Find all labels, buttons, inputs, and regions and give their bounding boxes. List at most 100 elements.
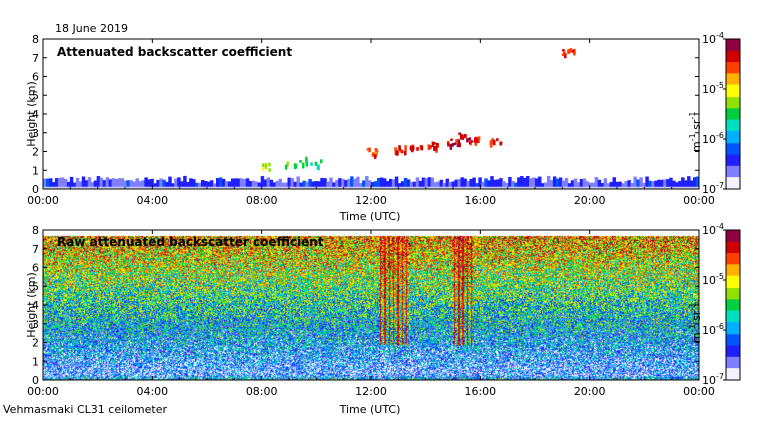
surface-layer-column [687, 176, 691, 189]
colorbar-segment [726, 273, 740, 276]
x-tick-label: 20:00 [574, 385, 606, 398]
backscatter-cell [496, 138, 499, 142]
colorbar-segment [726, 177, 740, 180]
colorbar-segment [726, 290, 740, 292]
colorbar-segment [726, 60, 740, 63]
colorbar-segment [726, 361, 740, 364]
surface-layer-column [174, 178, 178, 189]
surface-layer-column [132, 181, 136, 189]
surface-layer-column [63, 179, 68, 189]
colorbar-segment [726, 65, 740, 68]
surface-layer-column [281, 182, 286, 189]
x-tick-label: 00:00 [683, 194, 715, 207]
surface-layer-column [362, 180, 366, 189]
colorbar-segment [726, 110, 740, 113]
colorbar-segment [726, 338, 740, 341]
surface-layer-column [535, 178, 539, 189]
colorbar-segment [726, 182, 740, 185]
surface-layer-column [588, 182, 593, 189]
surface-layer-column [549, 180, 554, 189]
colorbar-segment [726, 308, 740, 311]
surface-layer-column [454, 179, 458, 189]
surface-layer-column [129, 180, 133, 189]
colorbar-segment [726, 147, 740, 150]
surface-layer-column [317, 181, 321, 189]
backscatter-cell [284, 164, 288, 170]
backscatter-cell [435, 142, 439, 148]
colorbar-segment [726, 67, 740, 70]
backscatter-cell [458, 142, 461, 148]
colorbar-segment [726, 246, 740, 249]
aerosol-patch [299, 156, 309, 169]
backscatter-cell [562, 48, 565, 52]
surface-layer-column [156, 180, 160, 189]
colorbar-segment [726, 286, 740, 289]
surface-layer-column [412, 181, 417, 189]
backscatter-cell [451, 143, 455, 147]
surface-layer-column [201, 179, 205, 189]
x-tick-label: 00:00 [683, 385, 715, 398]
cloud-patch [427, 141, 440, 153]
colorbar-segment [726, 237, 740, 240]
colorbar-segment [726, 154, 740, 156]
colorbar-segment [726, 87, 740, 90]
surface-layer-column [472, 177, 476, 189]
surface-layer-column [54, 178, 59, 189]
colorbar-segment [726, 345, 740, 347]
backscatter-cell [403, 150, 407, 156]
colorbar-segment [726, 52, 740, 55]
surface-layer-column [269, 179, 274, 189]
colorbar-segment [726, 231, 740, 234]
surface-layer-column [233, 178, 238, 189]
backscatter-cell [477, 136, 481, 141]
instrument-label: Vehmasmaki CL31 ceilometer [3, 403, 168, 416]
surface-layer-column [117, 178, 122, 189]
colorbar-tick-label: 10-7 [702, 372, 724, 387]
colorbar-segment [726, 268, 740, 271]
backscatter-cell [434, 145, 438, 151]
surface-layer-column [215, 178, 220, 189]
backscatter-cell [368, 147, 371, 153]
surface-layer-column [248, 180, 253, 189]
surface-layer-column [508, 176, 512, 189]
backscatter-cell [456, 141, 460, 148]
backscatter-cell [474, 140, 478, 146]
cloud-patch [409, 144, 424, 153]
colorbar-segment [726, 97, 740, 100]
colorbar-segment [726, 50, 740, 53]
raw-backscatter-plot [43, 230, 699, 380]
colorbar-segment [726, 368, 740, 371]
surface-layer-column [621, 183, 625, 189]
backscatter-cell [305, 156, 308, 162]
colorbar-segment [726, 342, 740, 345]
surface-layer-column [496, 179, 500, 189]
colorbar-segment [726, 51, 740, 54]
surface-layer-column [576, 182, 581, 189]
surface-layer-column [90, 182, 95, 189]
backscatter-cell [316, 164, 320, 171]
colorbar-segment [726, 104, 740, 106]
surface-layer-column [696, 176, 700, 189]
surface-layer-column [254, 181, 259, 189]
surface-layer-column [567, 183, 572, 189]
colorbar-segment [726, 69, 740, 71]
colorbar-segment [726, 293, 740, 296]
colorbar-segment [726, 185, 740, 188]
backscatter-cell [447, 142, 450, 147]
colorbar-segment [726, 271, 740, 274]
surface-layer-column [227, 181, 232, 189]
y-ticks: 0 1 2 3 4 5 6 7 8 [32, 224, 699, 387]
colorbar-segment [726, 77, 740, 80]
y-tick-label: 2 [32, 146, 39, 159]
backscatter-cell [305, 162, 309, 167]
surface-layer-column [147, 179, 151, 189]
y-tick-label: 5 [32, 280, 39, 293]
surface-layer-column [338, 178, 342, 189]
surface-layer-column [457, 179, 461, 189]
surface-layer-column [391, 179, 396, 189]
colorbar-segment [726, 252, 740, 255]
colorbar-segment [726, 82, 740, 85]
colorbar-segment [726, 141, 740, 144]
x-tick-label: 20:00 [574, 194, 606, 207]
y-tick-label: 1 [32, 355, 39, 368]
